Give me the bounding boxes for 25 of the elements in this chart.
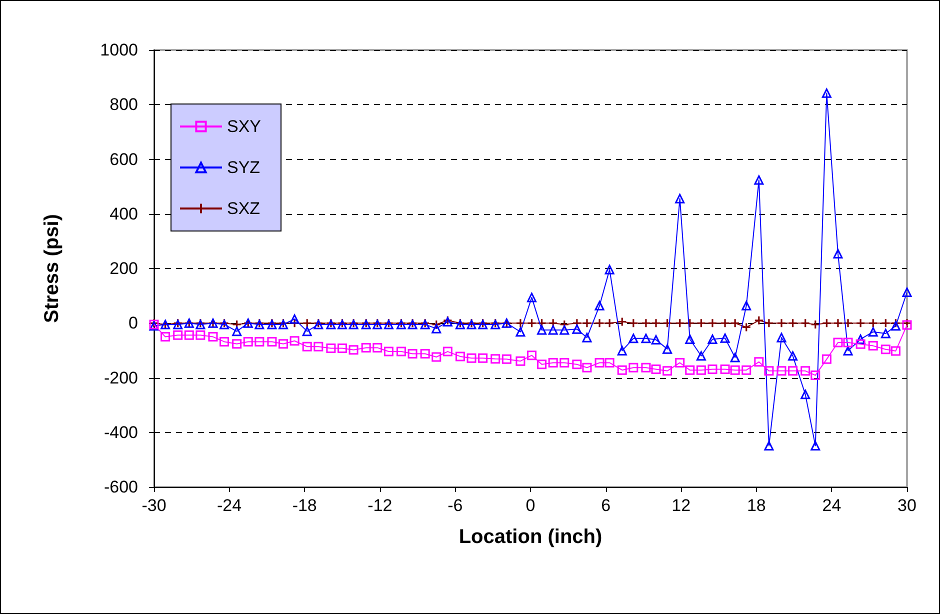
x-tick-label: 0 — [526, 496, 536, 515]
x-tick-label: -30 — [142, 496, 166, 515]
x-tick-label: -12 — [368, 496, 392, 515]
x-tick-label: -6 — [448, 496, 463, 515]
x-tick-label: -18 — [292, 496, 317, 515]
legend-label: SXY — [227, 117, 262, 136]
x-tick-label: 30 — [898, 496, 916, 515]
x-tick-label: 6 — [601, 496, 611, 515]
y-tick-label: 0 — [128, 314, 138, 333]
x-tick-label: 24 — [822, 496, 842, 515]
legend-label: SYZ — [227, 158, 260, 177]
y-tick-label: -600 — [104, 478, 138, 496]
x-axis-title: Location (inch) — [458, 526, 602, 548]
y-axis-title: Stress (psi) — [41, 214, 63, 323]
y-tick-label: 400 — [110, 204, 138, 224]
y-tick-label: 200 — [110, 259, 138, 278]
y-tick-label: -200 — [104, 368, 138, 388]
y-tick-label: -400 — [104, 422, 138, 442]
y-tick-label: 800 — [110, 95, 138, 114]
y-tick-label: 1000 — [100, 40, 138, 60]
x-tick-label: 18 — [746, 496, 766, 515]
y-tick-label: 600 — [110, 150, 138, 169]
x-tick-label: -24 — [217, 496, 242, 515]
legend-label: SXZ — [227, 199, 260, 218]
x-tick-label: 12 — [672, 496, 691, 515]
